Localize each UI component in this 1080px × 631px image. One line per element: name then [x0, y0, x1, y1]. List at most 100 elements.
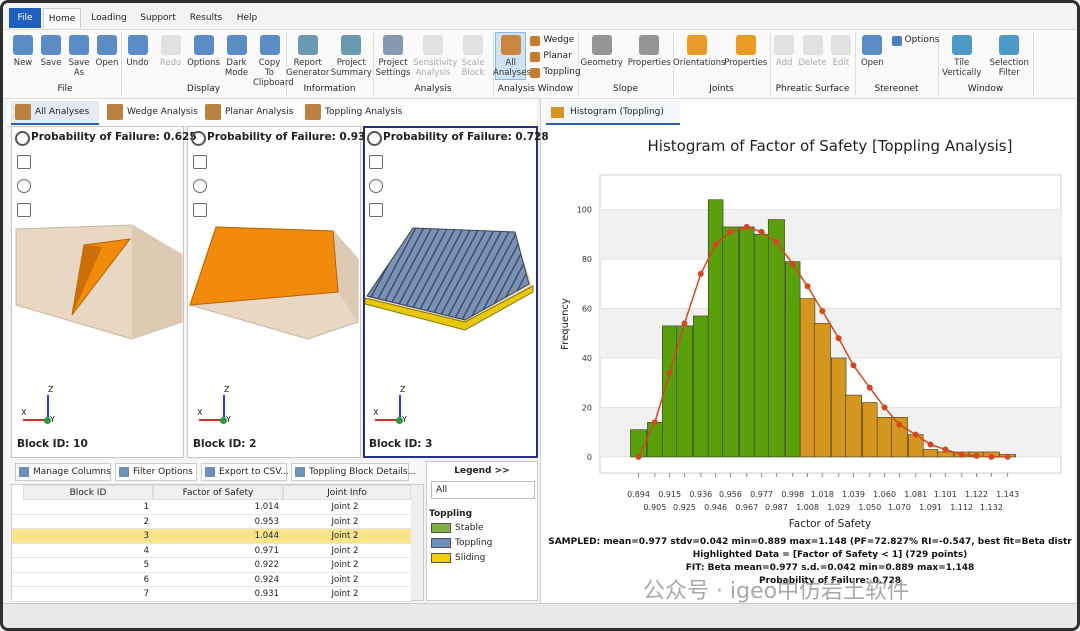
ribbon-icon[interactable]	[227, 35, 247, 55]
viewport[interactable]	[11, 126, 184, 458]
toolbar-label[interactable]: Export to CSV...	[219, 467, 289, 477]
analysis-tab-label[interactable]: Wedge Analysis	[127, 107, 198, 117]
viewport[interactable]	[363, 126, 538, 458]
ribbon-icon[interactable]	[999, 35, 1019, 55]
scrollbar[interactable]	[411, 485, 423, 600]
ribbon-small-button[interactable]: Planar	[543, 51, 571, 61]
column-header[interactable]: Joint Info	[283, 485, 411, 500]
ribbon-icon[interactable]	[161, 35, 181, 55]
rotate-icon[interactable]	[17, 179, 31, 193]
ribbon-tab[interactable]: Results	[185, 8, 227, 28]
analysis-tab-label[interactable]: Toppling Analysis	[325, 107, 402, 117]
ribbon-button[interactable]: Open	[855, 58, 890, 68]
ribbon-button[interactable]: Project Summary	[330, 58, 374, 78]
ribbon-icon[interactable]	[736, 35, 756, 55]
ribbon-icon[interactable]	[463, 35, 483, 55]
ribbon-button[interactable]: Undo	[121, 58, 154, 68]
ribbon-button[interactable]: Sensitivity Analysis	[413, 58, 453, 78]
grid-band	[600, 210, 1061, 259]
ribbon-button[interactable]: Project Settings	[373, 58, 413, 78]
magnifier-icon[interactable]	[191, 131, 206, 146]
ribbon-button[interactable]: Save	[37, 58, 65, 68]
legend-filter[interactable]: All	[431, 481, 535, 499]
ribbon-icon[interactable]	[97, 35, 117, 55]
ribbon-button[interactable]: Copy To Clipboard	[253, 58, 286, 88]
ribbon-icon[interactable]	[298, 35, 318, 55]
magnifier-icon[interactable]	[15, 131, 30, 146]
ribbon-button[interactable]: Geometry	[578, 58, 626, 68]
ribbon-tab[interactable]: Support	[135, 8, 181, 28]
magnifier-icon[interactable]	[367, 131, 382, 146]
ribbon-icon[interactable]	[383, 35, 403, 55]
ribbon-icon[interactable]	[639, 35, 659, 55]
ribbon-button[interactable]: Delete	[798, 58, 826, 68]
ribbon-small-button[interactable]: Toppling	[543, 67, 580, 77]
ribbon-icon[interactable]	[423, 35, 443, 55]
zoom-extents-icon[interactable]	[369, 203, 383, 217]
ribbon-button[interactable]: Tile Vertically	[938, 58, 986, 78]
ribbon-button[interactable]: Save As	[65, 58, 93, 78]
ribbon-icon[interactable]	[194, 35, 214, 55]
ribbon-icon[interactable]	[128, 35, 148, 55]
x-tick-label: 0.905	[643, 503, 666, 512]
ribbon-button[interactable]: Options	[187, 58, 220, 68]
ribbon-icon[interactable]	[13, 35, 33, 55]
zoom-extents-icon[interactable]	[193, 203, 207, 217]
ribbon-button[interactable]: Scale Block	[453, 58, 493, 78]
toolbar-label[interactable]: Toppling Block Details...	[309, 467, 416, 477]
ribbon-button[interactable]: Selection Filter	[986, 58, 1034, 78]
ribbon-button[interactable]: Properties	[722, 58, 771, 68]
ribbon-small-button[interactable]: Options	[905, 35, 940, 45]
ribbon-icon[interactable]	[862, 35, 882, 55]
ribbon-icon[interactable]	[341, 35, 361, 55]
ribbon-button[interactable]: Open	[93, 58, 121, 68]
viewport[interactable]	[187, 126, 361, 458]
ribbon-icon[interactable]	[952, 35, 972, 55]
rotate-icon[interactable]	[369, 179, 383, 193]
column-header[interactable]: Block ID	[23, 485, 153, 500]
ribbon-button[interactable]: Properties	[626, 58, 674, 68]
toolbar-label[interactable]: Manage Columns	[33, 467, 111, 477]
legend-title[interactable]: Legend >>	[426, 466, 538, 476]
pan-icon[interactable]	[369, 155, 383, 169]
x-axis-label: Factor of Safety	[789, 518, 872, 530]
toolbar-label[interactable]: Filter Options	[133, 467, 193, 477]
ribbon-button[interactable]: Orientations	[673, 58, 722, 68]
zoom-extents-icon[interactable]	[17, 203, 31, 217]
ribbon-button[interactable]: Edit	[827, 58, 855, 68]
ribbon-icon[interactable]	[260, 35, 280, 55]
ribbon-tab[interactable]: Help	[231, 8, 263, 28]
ribbon-button[interactable]: New	[9, 58, 37, 68]
ribbon-icon[interactable]	[69, 35, 89, 55]
ribbon-small-button[interactable]: Wedge	[543, 35, 574, 45]
column-header[interactable]: Factor of Safety	[153, 485, 283, 500]
pan-icon[interactable]	[193, 155, 207, 169]
ribbon-icon[interactable]	[803, 35, 823, 55]
axis-label: Z	[48, 385, 53, 394]
ribbon-button[interactable]: Report Generator	[286, 58, 330, 78]
ribbon-button[interactable]: Dark Mode	[220, 58, 253, 78]
histogram-tab-label[interactable]: Histogram (Toppling)	[570, 107, 664, 117]
fit-point	[928, 442, 934, 448]
ribbon-tab[interactable]: Loading	[87, 8, 131, 28]
ribbon-icon[interactable]	[687, 35, 707, 55]
ribbon-button[interactable]: Add	[770, 58, 798, 68]
ribbon-icon[interactable]	[41, 35, 61, 55]
analysis-tab-label[interactable]: Planar Analysis	[225, 107, 293, 117]
ribbon-icon[interactable]	[530, 52, 540, 62]
ribbon-button[interactable]: Redo	[154, 58, 187, 68]
pan-icon[interactable]	[17, 155, 31, 169]
ribbon-icon[interactable]	[831, 35, 851, 55]
ribbon-icon[interactable]	[530, 68, 540, 78]
ribbon-icon[interactable]	[530, 36, 540, 46]
axis-label: X	[197, 408, 202, 417]
analysis-tab-label[interactable]: All Analyses	[35, 107, 89, 117]
ribbon-icon[interactable]	[592, 35, 612, 55]
rotate-icon[interactable]	[193, 179, 207, 193]
ribbon-icon[interactable]	[501, 35, 521, 55]
ribbon-tab[interactable]: File	[9, 8, 41, 28]
ribbon-icon[interactable]	[774, 35, 794, 55]
ribbon-tab[interactable]: Home	[43, 8, 81, 28]
ribbon-icon[interactable]	[892, 36, 902, 46]
ribbon-button[interactable]: All Analyses	[493, 58, 528, 78]
